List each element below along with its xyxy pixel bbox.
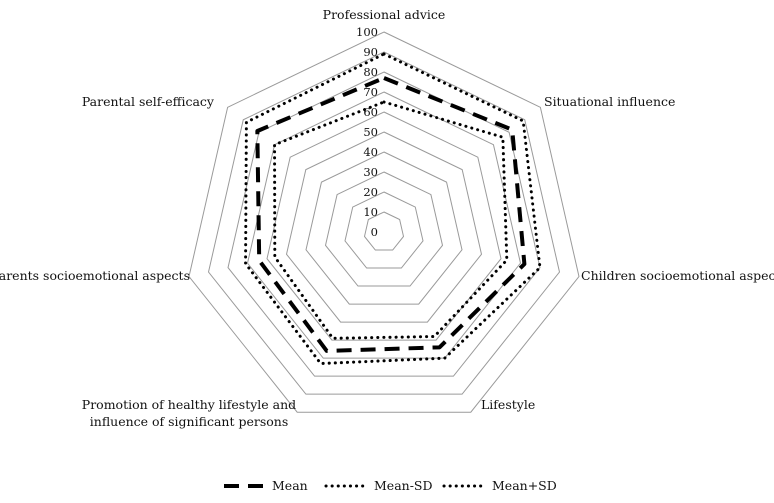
chart-legend: Mean Mean-SD Mean+SD (224, 478, 557, 493)
legend-item: Mean+SD (442, 478, 557, 493)
grid-ring (305, 151, 463, 305)
radar-axis-labels: Professional advice Situational influence… (0, 7, 774, 429)
axis-label-line: Parents socioemotional aspects (0, 268, 190, 283)
tick-label: 50 (363, 125, 378, 139)
axis-label: Children socioemotional aspects (581, 268, 774, 283)
axis-label: Lifestyle (481, 397, 535, 412)
series-line-mean-sd (273, 100, 509, 340)
tick-label: 40 (363, 145, 378, 159)
grid-ring (266, 111, 502, 341)
axis-label-line: Professional advice (323, 7, 446, 22)
axis-label-line: Situational influence (544, 94, 675, 109)
radar-series (244, 52, 542, 366)
legend-label: Mean (272, 478, 308, 493)
grid-ring (188, 31, 580, 413)
tick-label: 10 (363, 205, 378, 219)
tick-label: 90 (363, 45, 378, 59)
axis-label-line: Promotion of healthy lifestyle and (82, 397, 296, 412)
radar-tick-labels: 0 10 20 30 40 50 60 70 80 90 100 (356, 25, 378, 239)
tick-label: 20 (363, 185, 378, 199)
axis-label: Promotion of healthy lifestyle and influe… (82, 397, 296, 429)
legend-item: Mean-SD (324, 478, 433, 493)
grid-ring (363, 211, 405, 251)
tick-label: 60 (363, 105, 378, 119)
tick-label: 70 (363, 85, 378, 99)
grid-ring (285, 131, 483, 323)
axis-label-line: Parental self-efficacy (82, 94, 215, 109)
axis-label-line: influence of significant persons (90, 414, 288, 429)
radar-grid (188, 31, 580, 413)
grid-ring (227, 71, 541, 377)
axis-label: Situational influence (544, 94, 675, 109)
series-line-mean-sd (244, 52, 542, 366)
tick-label: 80 (363, 65, 378, 79)
grid-ring (324, 171, 444, 287)
axis-label-line: Lifestyle (481, 397, 535, 412)
axis-label: Parents socioemotional aspects (0, 268, 190, 283)
legend-label: Mean+SD (492, 478, 557, 493)
legend-item: Mean (224, 478, 308, 493)
axis-label-line: Children socioemotional aspects (581, 268, 774, 283)
axis-label: Professional advice (323, 7, 446, 22)
axis-label: Parental self-efficacy (82, 94, 215, 109)
tick-label: 100 (356, 25, 378, 39)
legend-label: Mean-SD (374, 478, 433, 493)
tick-label: 0 (371, 225, 378, 239)
grid-ring (344, 191, 424, 269)
grid-ring (246, 91, 522, 359)
series-line-mean (255, 76, 527, 353)
tick-label: 30 (363, 165, 378, 179)
grid-ring (207, 51, 561, 395)
